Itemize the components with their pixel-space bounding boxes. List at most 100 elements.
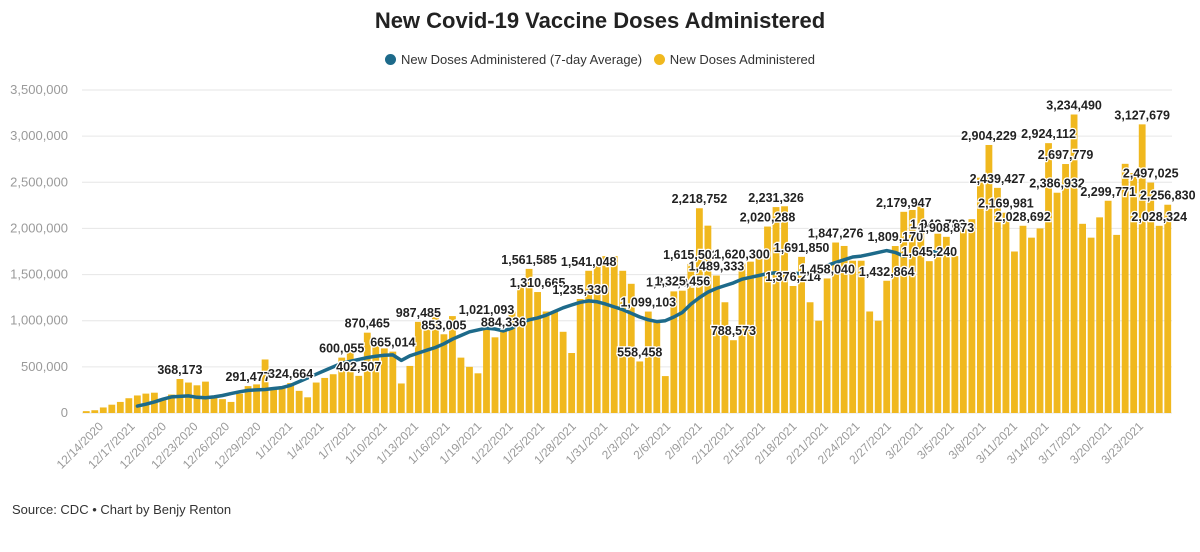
data-label: 1,317,946 [646,275,702,289]
bar [431,311,439,413]
bar [304,397,312,413]
bar [1070,114,1078,413]
y-tick-label: 2,000,000 [10,220,68,235]
bar [1121,163,1129,413]
legend-item-line[interactable]: New Doses Administered (7-day Average) [385,52,642,67]
bar [389,351,397,413]
bar [423,320,431,413]
data-label: 1,620,300 [714,247,770,261]
bar [517,283,524,413]
bar [670,291,678,413]
bar [994,187,1001,413]
bar [125,398,133,413]
bar [1087,237,1095,413]
data-label: 1,432,864 [859,265,915,279]
bar [91,410,99,413]
bar [755,256,763,413]
bar [602,256,610,413]
data-label: 2,924,112 [1021,127,1076,141]
bar [627,283,635,413]
bar [338,357,346,413]
source-note: Source: CDC • Chart by Benjy Renton [12,502,232,517]
legend-line-label: New Doses Administered (7-day Average) [401,52,643,67]
bar [380,348,388,413]
bar [329,374,337,413]
bar [900,211,908,413]
data-label: 1,942,788 [910,218,966,232]
y-tick-label: 1,000,000 [10,313,68,328]
data-label: 2,028,324 [1131,210,1187,224]
bar [321,377,329,413]
bar [449,316,456,413]
y-tick-label: 500,000 [21,359,68,374]
bar [738,263,746,413]
legend-bar-label: New Doses Administered [669,52,815,67]
data-label: 2,439,427 [970,172,1026,186]
bar [1028,237,1035,413]
bar [636,361,644,413]
bar [832,242,840,413]
bar [687,263,695,413]
bar [483,318,490,413]
bar [474,373,482,413]
bar [287,383,295,413]
data-label: 2,218,752 [672,192,728,206]
data-label: 2,299,771 [1080,185,1136,199]
bar [466,366,473,413]
bar [815,320,823,413]
data-label: 324,664 [268,367,313,381]
bar [406,365,414,413]
data-label: 291,477 [225,370,270,384]
bar [1096,217,1104,413]
bar [500,331,507,413]
bar [99,407,107,413]
y-tick-label: 1,500,000 [10,267,68,282]
bar [278,386,286,413]
bar [414,321,422,413]
data-label: 2,179,947 [876,196,932,210]
bar [133,395,141,413]
bar [1164,204,1172,413]
data-label: 2,904,229 [961,129,1017,143]
bar [1045,143,1052,413]
data-label: 1,235,330 [552,283,608,297]
data-label: 2,169,981 [978,197,1034,211]
legend-item-bars[interactable]: New Doses Administered [653,52,815,67]
bar [457,357,465,413]
data-label: 2,386,932 [1029,177,1085,191]
bar [159,399,167,413]
y-tick-label: 3,500,000 [10,82,68,97]
legend-line-swatch [385,54,397,65]
bar [1011,251,1018,413]
bar [730,340,737,413]
data-label: 2,497,025 [1123,167,1179,181]
bar [508,311,516,413]
bar [823,278,831,413]
bar [372,340,380,413]
bar [695,208,703,413]
data-label: 1,691,850 [774,241,830,255]
bar [168,394,175,413]
data-label: 987,485 [396,306,441,320]
data-label: 870,465 [345,317,390,331]
bar [968,219,976,413]
data-label: 665,014 [370,336,415,350]
data-label: 368,173 [157,363,202,377]
data-label: 2,028,692 [995,210,1051,224]
bar [568,353,576,413]
data-label: 1,310,665 [510,276,566,290]
bar [593,265,601,413]
bar [210,395,218,413]
bar [270,389,278,413]
bar [1036,228,1044,413]
bar [559,331,567,413]
bar [585,270,593,413]
bar [440,334,448,413]
bar [610,256,618,413]
data-label: 1,561,585 [501,253,557,267]
bar [883,280,891,413]
bar [236,393,243,413]
bar [355,375,363,413]
bar [551,311,559,413]
